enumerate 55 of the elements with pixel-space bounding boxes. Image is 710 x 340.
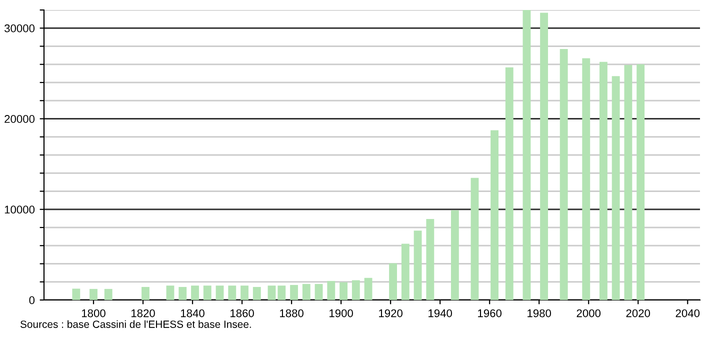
bar xyxy=(505,67,514,300)
bar xyxy=(252,286,261,300)
source-note: Sources : base Cassini de l'EHESS et base Insee. xyxy=(20,320,251,328)
bar xyxy=(240,286,248,300)
x-tick-label: 1960 xyxy=(478,309,502,318)
x-tick-label: 1980 xyxy=(528,309,552,318)
bar xyxy=(599,62,608,300)
bar xyxy=(490,130,498,300)
bar xyxy=(522,10,531,300)
bar xyxy=(278,286,286,300)
y-tick-label: 10000 xyxy=(4,206,35,214)
y-tick-label: 30000 xyxy=(4,24,35,32)
bar xyxy=(104,288,112,300)
bar xyxy=(636,64,645,300)
bar xyxy=(340,282,348,300)
bar xyxy=(178,286,187,300)
x-tick-label: 1860 xyxy=(230,309,254,318)
bar xyxy=(352,280,360,300)
bar xyxy=(582,58,590,300)
bar xyxy=(216,286,224,300)
bar xyxy=(612,76,620,300)
bar xyxy=(540,12,548,300)
bar xyxy=(401,244,410,300)
x-tick-label: 2020 xyxy=(626,309,650,318)
bar xyxy=(142,286,150,300)
bar xyxy=(389,263,397,300)
bar xyxy=(560,48,568,300)
x-tick-label: 1900 xyxy=(330,309,353,318)
x-tick-label: 2040 xyxy=(676,309,700,318)
bar xyxy=(72,288,80,300)
bar xyxy=(203,286,212,300)
bar xyxy=(268,286,276,300)
bar xyxy=(166,286,174,300)
bar xyxy=(228,286,236,300)
bar xyxy=(414,230,422,300)
x-tick-label: 1920 xyxy=(379,309,402,318)
bar xyxy=(191,286,199,300)
bar xyxy=(450,210,459,300)
bar xyxy=(290,284,298,300)
bar xyxy=(327,280,336,300)
x-tick-label: 2000 xyxy=(576,309,601,318)
x-tick-label: 1880 xyxy=(280,309,304,318)
bar xyxy=(302,284,310,300)
x-tick-label: 1940 xyxy=(428,309,452,318)
bar xyxy=(364,278,372,300)
x-tick-label: 1840 xyxy=(181,309,204,318)
bar xyxy=(426,218,434,300)
bar xyxy=(624,65,632,300)
x-tick-label: 1800 xyxy=(82,309,106,318)
y-tick-label: 0 xyxy=(29,296,35,304)
y-tick-label: 20000 xyxy=(4,115,35,123)
x-tick-label: 1820 xyxy=(132,309,155,318)
bar xyxy=(470,178,479,300)
bar xyxy=(314,284,323,300)
bar xyxy=(90,288,98,300)
